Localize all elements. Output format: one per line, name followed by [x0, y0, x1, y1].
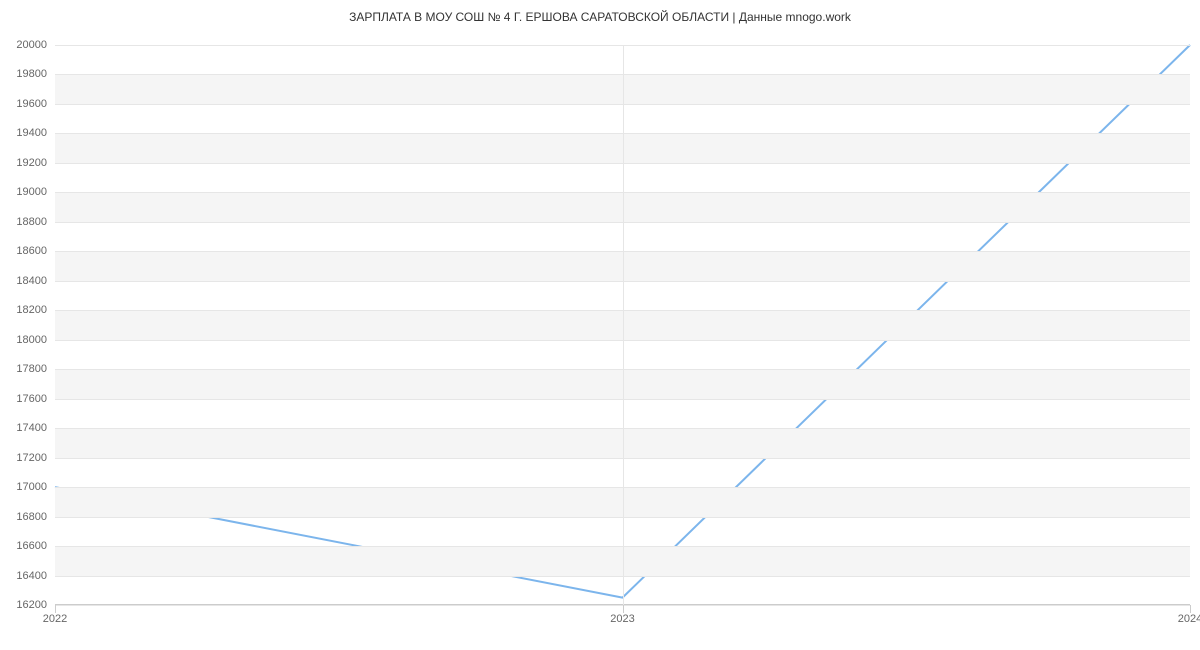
y-tick-label: 19600	[16, 98, 47, 110]
y-tick-label: 16600	[16, 540, 47, 552]
y-tick-label: 18400	[16, 275, 47, 287]
y-tick-label: 18200	[16, 304, 47, 316]
y-tick-label: 16400	[16, 570, 47, 582]
y-tick-label: 18600	[16, 245, 47, 257]
y-tick-label: 19400	[16, 127, 47, 139]
chart-title: ЗАРПЛАТА В МОУ СОШ № 4 Г. ЕРШОВА САРАТОВ…	[0, 10, 1200, 24]
plot-area: 1620016400166001680017000172001740017600…	[55, 45, 1190, 605]
y-tick-label: 17200	[16, 452, 47, 464]
y-tick-label: 18000	[16, 334, 47, 346]
y-tick-label: 17400	[16, 422, 47, 434]
x-tick-mark	[623, 605, 624, 613]
y-tick-label: 17600	[16, 393, 47, 405]
x-grid-line	[623, 45, 624, 605]
x-tick-label: 2022	[43, 613, 67, 625]
y-tick-label: 19800	[16, 68, 47, 80]
salary-chart: ЗАРПЛАТА В МОУ СОШ № 4 Г. ЕРШОВА САРАТОВ…	[0, 0, 1200, 650]
y-tick-label: 16200	[16, 599, 47, 611]
x-tick-mark	[1190, 605, 1191, 613]
y-tick-label: 16800	[16, 511, 47, 523]
x-tick-label: 2024	[1178, 613, 1200, 625]
y-tick-label: 17000	[16, 481, 47, 493]
x-tick-mark	[55, 605, 56, 613]
y-tick-label: 20000	[16, 39, 47, 51]
x-tick-label: 2023	[610, 613, 634, 625]
y-tick-label: 17800	[16, 363, 47, 375]
y-tick-label: 18800	[16, 216, 47, 228]
y-tick-label: 19200	[16, 157, 47, 169]
y-tick-label: 19000	[16, 186, 47, 198]
